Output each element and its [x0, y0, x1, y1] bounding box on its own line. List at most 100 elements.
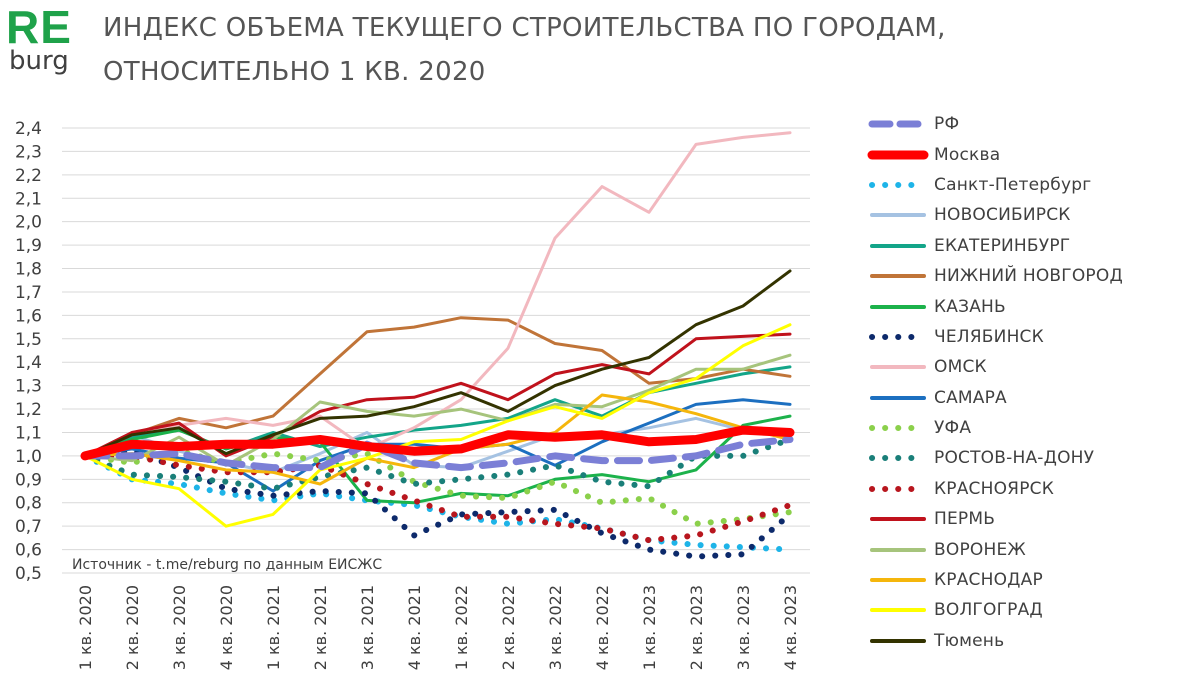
series-lines	[80, 131, 795, 560]
logo-burg-text: burg	[9, 46, 69, 76]
series-line-санкт-петербург	[82, 452, 793, 553]
legend-item: ЧЕЛЯБИНСК	[866, 322, 1176, 352]
legend-item: Санкт-Петербург	[866, 170, 1176, 200]
legend-swatch	[870, 365, 926, 370]
legend-item: ОМСК	[866, 352, 1176, 382]
x-tick-label: 3 кв. 2020	[170, 585, 189, 670]
y-tick-label: 1,3	[15, 377, 42, 397]
legend-item: ВОЛГОГРАД	[866, 595, 1176, 625]
legend-label: Москва	[934, 144, 1001, 165]
legend-label: ОМСК	[934, 357, 987, 378]
legend-swatch	[870, 243, 926, 248]
legend-swatch	[870, 304, 926, 309]
legend-label: ВОРОНЕЖ	[934, 539, 1026, 560]
reburg-logo: RE burg	[6, 4, 86, 74]
legend-label: САМАРА	[934, 387, 1007, 408]
legend-item: РФ	[866, 109, 1176, 139]
legend-swatch	[870, 608, 926, 613]
series-line-краснодар	[83, 393, 792, 486]
y-tick-label: 1,9	[15, 236, 42, 256]
legend-label: КРАСНОЯРСК	[934, 478, 1054, 499]
x-tick-label: 3 кв. 2021	[358, 585, 377, 670]
source-note: Источник - t.me/reburg по данным ЕИСЖС	[72, 557, 382, 573]
x-tick-label: 4 кв. 2021	[405, 585, 424, 670]
y-tick-label: 0,9	[15, 470, 42, 490]
x-tick-label: 1 кв. 2022	[452, 585, 471, 670]
legend-item: ЕКАТЕРИНБУРГ	[866, 231, 1176, 261]
legend-label: Тюмень	[934, 630, 1005, 651]
legend-label: УФА	[934, 418, 972, 439]
series-line-тюмень	[83, 269, 792, 458]
gridlines	[62, 127, 810, 574]
legend-item: УФА	[866, 413, 1176, 443]
legend-swatch	[870, 578, 926, 583]
y-tick-label: 1,1	[15, 423, 42, 443]
x-tick-label: 4 кв. 2023	[781, 585, 800, 670]
y-tick-label: 1,5	[15, 330, 42, 350]
legend: РФ Москва Санкт-Петербург НОВОСИБИРСК ЕКАТЕР…	[866, 109, 1176, 656]
y-axis-labels: 0,5 0,6 0,7 0,8 0,9 1,0 1,1 1,2 1,3 1,4 1,5 1,6 1,7 1…	[15, 119, 42, 584]
x-tick-label: 2 кв. 2021	[311, 585, 330, 670]
legend-label: ЧЕЛЯБИНСК	[934, 326, 1044, 347]
x-tick-label: 1 кв. 2023	[640, 585, 659, 670]
legend-swatch	[870, 517, 926, 522]
legend-label: ВОЛГОГРАД	[934, 600, 1043, 621]
x-tick-label: 3 кв. 2023	[734, 585, 753, 670]
series-line-воронеж	[83, 353, 792, 467]
legend-item: НОВОСИБИРСК	[866, 200, 1176, 230]
y-tick-label: 0,6	[15, 541, 42, 561]
legend-item: Тюмень	[866, 626, 1176, 656]
y-tick-label: 1,6	[15, 306, 42, 326]
legend-item: КРАСНОДАР	[866, 565, 1176, 595]
x-tick-label: 4 кв. 2022	[593, 585, 612, 670]
y-tick-label: 1,7	[15, 283, 42, 303]
legend-label: ПЕРМЬ	[934, 509, 996, 530]
legend-swatch	[869, 455, 927, 462]
legend-label: РФ	[934, 114, 960, 135]
y-tick-label: 2,3	[15, 142, 42, 162]
x-tick-label: 3 кв. 2022	[546, 585, 565, 670]
y-tick-label: 2,1	[15, 189, 42, 209]
series-line-рф	[81, 436, 794, 472]
y-tick-label: 2,4	[15, 119, 42, 139]
x-tick-label: 2 кв. 2023	[687, 585, 706, 670]
legend-label: КРАСНОДАР	[934, 570, 1043, 591]
legend-label: КАЗАНЬ	[934, 296, 1006, 317]
x-tick-label: 2 кв. 2022	[499, 585, 518, 670]
legend-swatch	[867, 150, 929, 160]
x-tick-label: 1 кв. 2021	[264, 585, 283, 670]
legend-label: НОВОСИБИРСК	[934, 205, 1071, 226]
x-tick-label: 2 кв. 2020	[123, 585, 142, 670]
y-tick-label: 0,7	[15, 517, 42, 537]
legend-swatch	[869, 425, 927, 432]
series-line-омск	[83, 131, 792, 458]
legend-item: РОСТОВ-НА-ДОНУ	[866, 443, 1176, 473]
legend-swatch	[870, 274, 926, 279]
y-tick-label: 1,4	[15, 353, 42, 373]
series-line-челябинск	[82, 448, 793, 560]
legend-swatch	[870, 395, 926, 400]
y-tick-label: 2,2	[15, 166, 42, 186]
x-tick-label: 1 кв. 2020	[76, 585, 95, 670]
y-tick-label: 1,8	[15, 260, 42, 280]
legend-swatch	[868, 120, 928, 128]
legend-item: КРАСНОЯРСК	[866, 474, 1176, 504]
y-tick-label: 1,2	[15, 400, 42, 420]
legend-swatch	[870, 547, 926, 552]
legend-swatch	[869, 485, 927, 492]
legend-item: ПЕРМЬ	[866, 504, 1176, 534]
y-tick-label: 1,0	[15, 447, 42, 467]
legend-label: РОСТОВ-НА-ДОНУ	[934, 448, 1095, 469]
legend-item: НИЖНИЙ НОВГОРОД	[866, 261, 1176, 291]
x-axis-labels: 1 кв. 2020 2 кв. 2020 3 кв. 2020 4 кв. 2020…	[76, 585, 800, 670]
legend-label: НИЖНИЙ НОВГОРОД	[934, 266, 1123, 287]
legend-item: Москва	[866, 139, 1176, 169]
logo-re-text: RE	[6, 1, 72, 53]
legend-swatch	[869, 181, 927, 188]
series-line-москва	[80, 425, 795, 461]
y-tick-label: 2,0	[15, 213, 42, 233]
series-line-красноярск	[82, 452, 793, 544]
x-tick-label: 4 кв. 2020	[217, 585, 236, 670]
legend-label: ЕКАТЕРИНБУРГ	[934, 235, 1071, 256]
